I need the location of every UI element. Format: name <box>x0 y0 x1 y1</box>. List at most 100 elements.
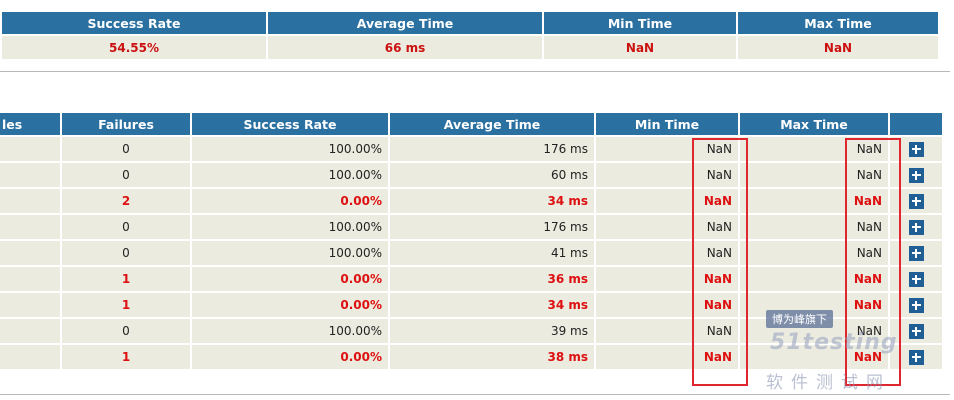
row-max-time: NaN <box>740 163 888 187</box>
row-failures: 1 <box>62 293 190 317</box>
row-failures: 1 <box>62 267 190 291</box>
row-samples-cut <box>0 137 60 161</box>
row-actions <box>890 189 942 213</box>
table-row: 1 0.00% 38 ms NaN NaN <box>0 345 942 369</box>
row-success-rate: 0.00% <box>192 293 388 317</box>
row-success-rate: 100.00% <box>192 163 388 187</box>
table-row: 2 0.00% 34 ms NaN NaN <box>0 189 942 213</box>
row-average-time: 176 ms <box>390 137 594 161</box>
row-actions <box>890 163 942 187</box>
details-body: 0 100.00% 176 ms NaN NaN 0 100.00% 60 ms NaN NaN 2… <box>0 137 942 369</box>
table-row: 0 100.00% 39 ms NaN NaN <box>0 319 942 343</box>
row-actions <box>890 241 942 265</box>
row-actions <box>890 345 942 369</box>
row-samples-cut <box>0 163 60 187</box>
row-actions <box>890 137 942 161</box>
plus-icon[interactable] <box>908 193 924 209</box>
row-min-time: NaN <box>596 137 738 161</box>
row-max-time: NaN <box>740 241 888 265</box>
table-row: 0 100.00% 41 ms NaN NaN <box>0 241 942 265</box>
row-success-rate: 0.00% <box>192 189 388 213</box>
table-row: 1 0.00% 36 ms NaN NaN <box>0 267 942 291</box>
details-table: les Failures Success Rate Average Time M… <box>0 111 944 371</box>
plus-icon[interactable] <box>908 245 924 261</box>
row-max-time: NaN <box>740 189 888 213</box>
row-success-rate: 100.00% <box>192 241 388 265</box>
table-row: 0 100.00% 176 ms NaN NaN <box>0 137 942 161</box>
details-header-failures[interactable]: Failures <box>62 113 190 135</box>
row-max-time: NaN <box>740 137 888 161</box>
row-failures: 0 <box>62 215 190 239</box>
details-header-min-time[interactable]: Min Time <box>596 113 738 135</box>
row-max-time: NaN <box>740 215 888 239</box>
table-row: 1 0.00% 34 ms NaN NaN <box>0 293 942 317</box>
row-actions <box>890 267 942 291</box>
row-average-time: 34 ms <box>390 293 594 317</box>
min-time-highlight-box <box>692 138 748 386</box>
plus-icon[interactable] <box>908 271 924 287</box>
plus-icon[interactable] <box>908 219 924 235</box>
row-min-time: NaN <box>596 215 738 239</box>
details-header-samples[interactable]: les <box>0 113 60 135</box>
details-header-average-time[interactable]: Average Time <box>390 113 594 135</box>
details-header-actions <box>890 113 942 135</box>
row-success-rate: 100.00% <box>192 215 388 239</box>
row-failures: 0 <box>62 137 190 161</box>
summary-row: 54.55% 66 ms NaN NaN <box>0 36 938 59</box>
table-row: 0 100.00% 176 ms NaN NaN <box>0 215 942 239</box>
bottom-divider <box>0 394 950 395</box>
row-failures: 0 <box>62 319 190 343</box>
row-actions <box>890 293 942 317</box>
row-success-rate: 100.00% <box>192 319 388 343</box>
row-samples-cut <box>0 345 60 369</box>
row-samples-cut <box>0 267 60 291</box>
row-samples-cut <box>0 319 60 343</box>
summary-header-min-time: Min Time <box>544 12 736 34</box>
summary-min-time: NaN <box>544 36 736 59</box>
row-actions <box>890 319 942 343</box>
row-samples-cut <box>0 189 60 213</box>
row-average-time: 60 ms <box>390 163 594 187</box>
summary-header-average-time: Average Time <box>268 12 542 34</box>
summary-header-max-time: Max Time <box>738 12 938 34</box>
row-min-time: NaN <box>596 241 738 265</box>
summary-header-success-rate: Success Rate <box>2 12 266 34</box>
row-min-time: NaN <box>596 189 738 213</box>
row-min-time: NaN <box>596 267 738 291</box>
row-average-time: 38 ms <box>390 345 594 369</box>
plus-icon[interactable] <box>908 167 924 183</box>
row-min-time: NaN <box>596 293 738 317</box>
row-failures: 1 <box>62 345 190 369</box>
row-average-time: 176 ms <box>390 215 594 239</box>
row-samples-cut <box>0 241 60 265</box>
row-samples-cut <box>0 293 60 317</box>
row-max-time: NaN <box>740 345 888 369</box>
table-row: 0 100.00% 60 ms NaN NaN <box>0 163 942 187</box>
row-average-time: 36 ms <box>390 267 594 291</box>
plus-icon[interactable] <box>908 141 924 157</box>
row-actions <box>890 215 942 239</box>
row-success-rate: 0.00% <box>192 267 388 291</box>
plus-icon[interactable] <box>908 297 924 313</box>
row-success-rate: 0.00% <box>192 345 388 369</box>
row-success-rate: 100.00% <box>192 137 388 161</box>
row-failures: 2 <box>62 189 190 213</box>
row-failures: 0 <box>62 163 190 187</box>
row-failures: 0 <box>62 241 190 265</box>
plus-icon[interactable] <box>908 349 924 365</box>
row-average-time: 34 ms <box>390 189 594 213</box>
row-average-time: 41 ms <box>390 241 594 265</box>
max-time-highlight-box <box>845 138 901 386</box>
row-min-time: NaN <box>596 319 738 343</box>
row-max-time: NaN <box>740 267 888 291</box>
details-header-max-time[interactable]: Max Time <box>740 113 888 135</box>
row-average-time: 39 ms <box>390 319 594 343</box>
summary-table: Success Rate Average Time Min Time Max T… <box>0 10 940 61</box>
row-min-time: NaN <box>596 345 738 369</box>
plus-icon[interactable] <box>908 323 924 339</box>
row-min-time: NaN <box>596 163 738 187</box>
details-header-success-rate[interactable]: Success Rate <box>192 113 388 135</box>
section-divider <box>0 71 950 72</box>
summary-max-time: NaN <box>738 36 938 59</box>
summary-success-rate: 54.55% <box>2 36 266 59</box>
